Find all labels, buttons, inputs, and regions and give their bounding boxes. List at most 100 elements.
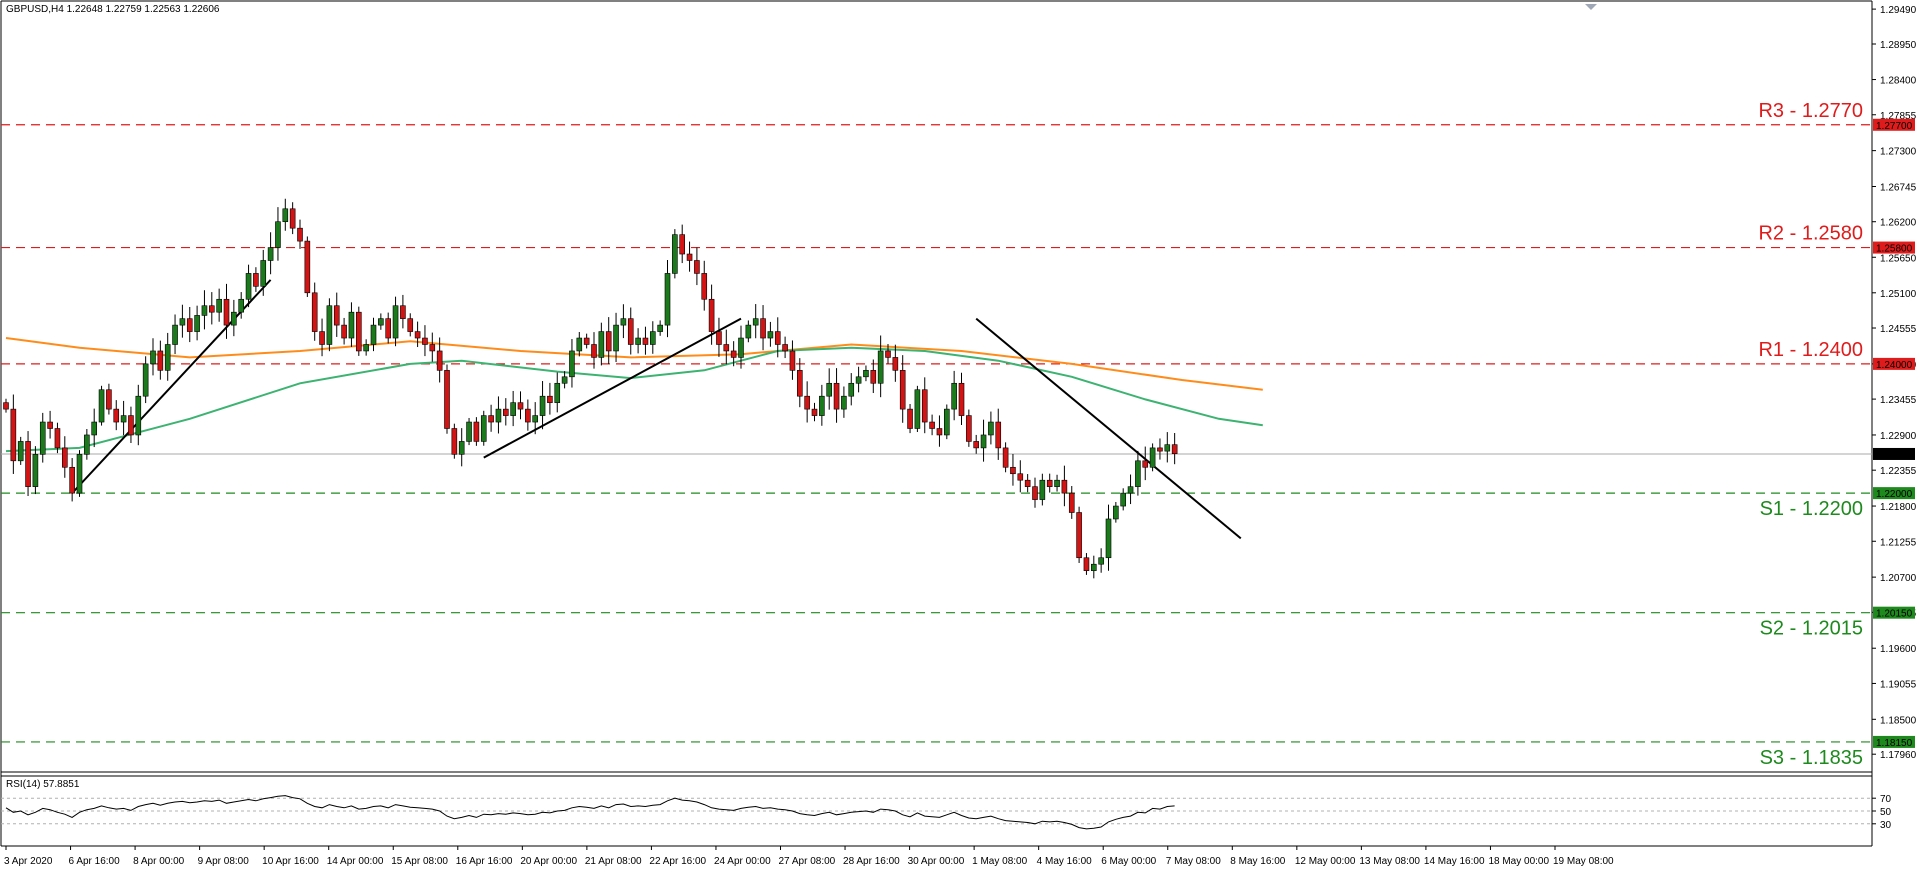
bearish-candle	[223, 298, 230, 326]
bearish-candle	[429, 344, 436, 352]
time-tick-label: 19 May 08:00	[1553, 856, 1614, 867]
bullish-candle	[142, 363, 149, 397]
bullish-candle	[216, 298, 222, 313]
bullish-candle	[598, 331, 605, 358]
time-tick-label: 6 May 00:00	[1101, 856, 1156, 867]
bullish-candle	[657, 324, 663, 332]
bearish-candle	[1083, 557, 1090, 571]
price-tick-label: 1.19055	[1880, 679, 1917, 690]
bullish-candle	[179, 318, 186, 326]
bullish-candle	[877, 350, 884, 384]
trendline[interactable]	[483, 317, 742, 459]
bearish-candle	[333, 305, 340, 326]
trendline[interactable]	[71, 279, 272, 494]
bullish-candle	[260, 260, 267, 287]
bearish-candle	[921, 389, 928, 423]
bearish-candle	[1171, 444, 1178, 455]
bullish-candle	[848, 382, 855, 397]
price-tick-label: 1.17960	[1880, 750, 1917, 761]
time-tick-label: 20 Apr 00:00	[520, 856, 577, 867]
trendline[interactable]	[975, 317, 1242, 540]
price-tick-label: 1.19600	[1880, 644, 1917, 655]
bullish-candle	[569, 350, 575, 378]
time-tick-label: 1 May 08:00	[972, 856, 1027, 867]
bearish-candle	[730, 350, 737, 358]
bullish-candle	[576, 337, 583, 352]
bullish-candle	[1113, 505, 1119, 520]
time-tick-label: 15 Apr 08:00	[391, 856, 448, 867]
bullish-candle	[620, 318, 627, 326]
bearish-candle	[774, 331, 781, 345]
time-tick-label: 8 Apr 00:00	[133, 856, 185, 867]
bearish-candle	[341, 324, 347, 339]
bearish-candle	[723, 344, 730, 352]
bullish-candle	[554, 382, 561, 403]
bullish-candle	[1039, 479, 1046, 500]
bearish-candle	[1157, 447, 1163, 452]
bearish-candle	[297, 227, 303, 242]
bullish-candle	[495, 408, 502, 423]
bearish-candle	[760, 318, 766, 339]
bearish-candle	[289, 208, 296, 229]
price-tick-label: 1.26200	[1880, 218, 1917, 229]
bullish-candle	[91, 421, 97, 436]
bullish-candle	[510, 402, 516, 416]
moving-average-fast	[5, 346, 1263, 453]
level-price-tag	[1873, 735, 1915, 748]
bullish-candle	[914, 389, 921, 429]
price-tick-label: 1.25100	[1880, 289, 1917, 300]
bullish-candle	[738, 337, 744, 358]
chart-shift-marker[interactable]	[1585, 4, 1597, 10]
bullish-candle	[767, 331, 774, 339]
bearish-candle	[966, 415, 972, 442]
level-price-tag-label: 1.24000	[1876, 360, 1913, 371]
bearish-candle	[899, 370, 906, 410]
bullish-candle	[326, 305, 333, 345]
time-tick-label: 27 Apr 08:00	[779, 856, 836, 867]
bearish-candle	[907, 408, 913, 429]
bullish-candle	[841, 395, 847, 410]
level-price-tag-label: 1.22000	[1876, 489, 1913, 500]
bullish-candle	[348, 311, 355, 339]
resistance-level-label: R3 - 1.2770	[1758, 100, 1863, 122]
bullish-candle	[613, 324, 619, 352]
price-tick-label: 1.27855	[1880, 111, 1917, 122]
bearish-candle	[407, 318, 414, 332]
support-level-label: S1 - 1.2200	[1760, 498, 1863, 520]
bullish-candle	[672, 234, 678, 274]
bullish-candle	[39, 421, 46, 455]
bearish-candle	[444, 370, 450, 429]
moving-average-slow	[5, 337, 1263, 391]
price-tick-label: 1.22900	[1880, 431, 1917, 442]
bearish-candle	[1142, 460, 1149, 468]
chart-info: GBPUSD,H4 1.22648 1.22759 1.22563 1.2260…	[6, 4, 220, 15]
bullish-candle	[172, 324, 178, 345]
time-tick-label: 10 Apr 16:00	[262, 856, 319, 867]
bearish-candle	[400, 305, 406, 319]
bearish-candle	[473, 421, 480, 442]
bearish-candle	[451, 428, 458, 455]
time-tick-label: 7 May 08:00	[1166, 856, 1221, 867]
bullish-candle	[863, 370, 869, 378]
bearish-candle	[782, 344, 788, 352]
bearish-candle	[10, 408, 17, 462]
rsi-line	[5, 795, 1175, 830]
bearish-candle	[995, 421, 1002, 449]
bearish-candle	[686, 253, 693, 261]
level-price-tag	[1873, 118, 1915, 131]
bullish-candle	[1135, 460, 1141, 487]
time-tick-label: 28 Apr 16:00	[843, 856, 900, 867]
current-price-tag	[1873, 447, 1915, 460]
level-price-tag-label: 1.25800	[1876, 244, 1913, 255]
bullish-candle	[135, 395, 142, 436]
level-price-tag	[1873, 606, 1915, 619]
price-tick-label: 1.21800	[1880, 502, 1917, 513]
bullish-candle	[480, 415, 487, 442]
bullish-candle	[1149, 447, 1156, 468]
bullish-candle	[201, 305, 208, 316]
bearish-candle	[157, 350, 164, 371]
time-tick-label: 14 Apr 00:00	[327, 856, 384, 867]
price-tick-label: 1.28950	[1880, 40, 1917, 51]
